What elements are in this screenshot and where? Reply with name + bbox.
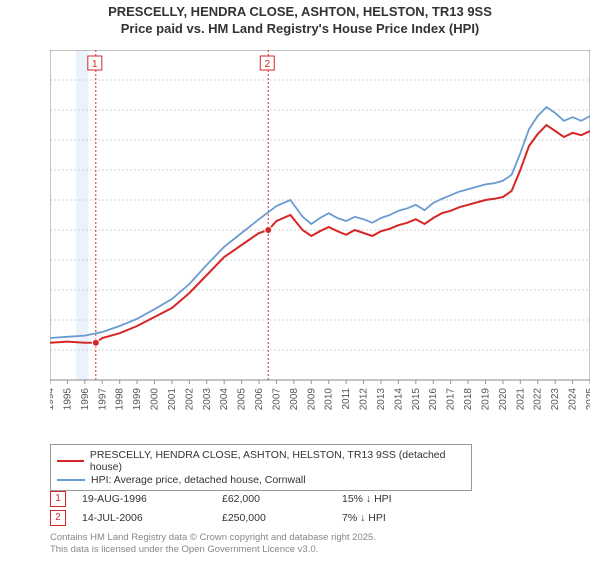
legend: PRESCELLY, HENDRA CLOSE, ASHTON, HELSTON… — [50, 444, 472, 491]
svg-text:2003: 2003 — [202, 388, 213, 411]
svg-text:1999: 1999 — [132, 388, 143, 411]
svg-text:2021: 2021 — [515, 388, 526, 411]
svg-text:1997: 1997 — [97, 388, 108, 411]
svg-text:1998: 1998 — [115, 388, 126, 411]
marker-badge-0: 1 — [50, 491, 66, 507]
svg-text:2023: 2023 — [550, 388, 561, 411]
legend-swatch-0 — [57, 460, 84, 462]
marker-row-0: 1 19-AUG-1996 £62,000 15% ↓ HPI — [50, 491, 590, 507]
svg-text:2019: 2019 — [480, 388, 491, 411]
svg-text:2010: 2010 — [324, 388, 335, 411]
svg-text:2004: 2004 — [219, 388, 230, 411]
svg-text:2001: 2001 — [167, 388, 178, 411]
marker-date-0: 19-AUG-1996 — [82, 493, 222, 505]
svg-text:2009: 2009 — [306, 388, 317, 411]
svg-text:1994: 1994 — [50, 388, 56, 411]
svg-text:2018: 2018 — [463, 388, 474, 411]
svg-text:2006: 2006 — [254, 388, 265, 411]
svg-text:2: 2 — [264, 59, 270, 70]
svg-text:2002: 2002 — [184, 388, 195, 411]
svg-text:2020: 2020 — [498, 388, 509, 411]
svg-text:2024: 2024 — [568, 388, 579, 411]
svg-text:1995: 1995 — [62, 388, 73, 411]
svg-text:2011: 2011 — [341, 388, 352, 410]
title-line-2: Price paid vs. HM Land Registry's House … — [0, 21, 600, 38]
svg-text:2022: 2022 — [533, 388, 544, 411]
svg-text:2016: 2016 — [428, 388, 439, 411]
legend-row-0: PRESCELLY, HENDRA CLOSE, ASHTON, HELSTON… — [57, 449, 465, 473]
line-chart-svg: £0£50K£100K£150K£200K£250K£300K£350K£400… — [50, 50, 590, 416]
legend-row-1: HPI: Average price, detached house, Corn… — [57, 474, 465, 486]
legend-swatch-1 — [57, 479, 85, 481]
chart-area: £0£50K£100K£150K£200K£250K£300K£350K£400… — [50, 50, 590, 416]
legend-label-1: HPI: Average price, detached house, Corn… — [91, 474, 306, 486]
svg-text:2007: 2007 — [271, 388, 282, 411]
svg-text:2008: 2008 — [289, 388, 300, 411]
footnote: Contains HM Land Registry data © Crown c… — [50, 532, 376, 556]
svg-text:1996: 1996 — [80, 388, 91, 411]
legend-label-0: PRESCELLY, HENDRA CLOSE, ASHTON, HELSTON… — [90, 449, 465, 473]
svg-text:2017: 2017 — [446, 388, 457, 411]
marker-delta-0: 15% ↓ HPI — [342, 493, 442, 505]
marker-row-1: 2 14-JUL-2006 £250,000 7% ↓ HPI — [50, 510, 590, 526]
marker-price-0: £62,000 — [222, 493, 342, 505]
marker-delta-1: 7% ↓ HPI — [342, 512, 442, 524]
svg-text:2014: 2014 — [393, 388, 404, 411]
svg-text:2012: 2012 — [359, 388, 370, 411]
svg-text:2005: 2005 — [237, 388, 248, 411]
svg-text:2013: 2013 — [376, 388, 387, 411]
chart-container: PRESCELLY, HENDRA CLOSE, ASHTON, HELSTON… — [0, 4, 600, 564]
marker-date-1: 14-JUL-2006 — [82, 512, 222, 524]
marker-badge-1: 2 — [50, 510, 66, 526]
svg-text:2025: 2025 — [585, 388, 590, 411]
sale-markers: 1 19-AUG-1996 £62,000 15% ↓ HPI 2 14-JUL… — [50, 488, 590, 529]
svg-text:2015: 2015 — [411, 388, 422, 411]
svg-text:2000: 2000 — [150, 388, 161, 411]
title-block: PRESCELLY, HENDRA CLOSE, ASHTON, HELSTON… — [0, 4, 600, 38]
footnote-line-2: This data is licensed under the Open Gov… — [50, 544, 376, 556]
svg-text:1: 1 — [92, 59, 98, 70]
title-line-1: PRESCELLY, HENDRA CLOSE, ASHTON, HELSTON… — [0, 4, 600, 21]
footnote-line-1: Contains HM Land Registry data © Crown c… — [50, 532, 376, 544]
marker-price-1: £250,000 — [222, 512, 342, 524]
